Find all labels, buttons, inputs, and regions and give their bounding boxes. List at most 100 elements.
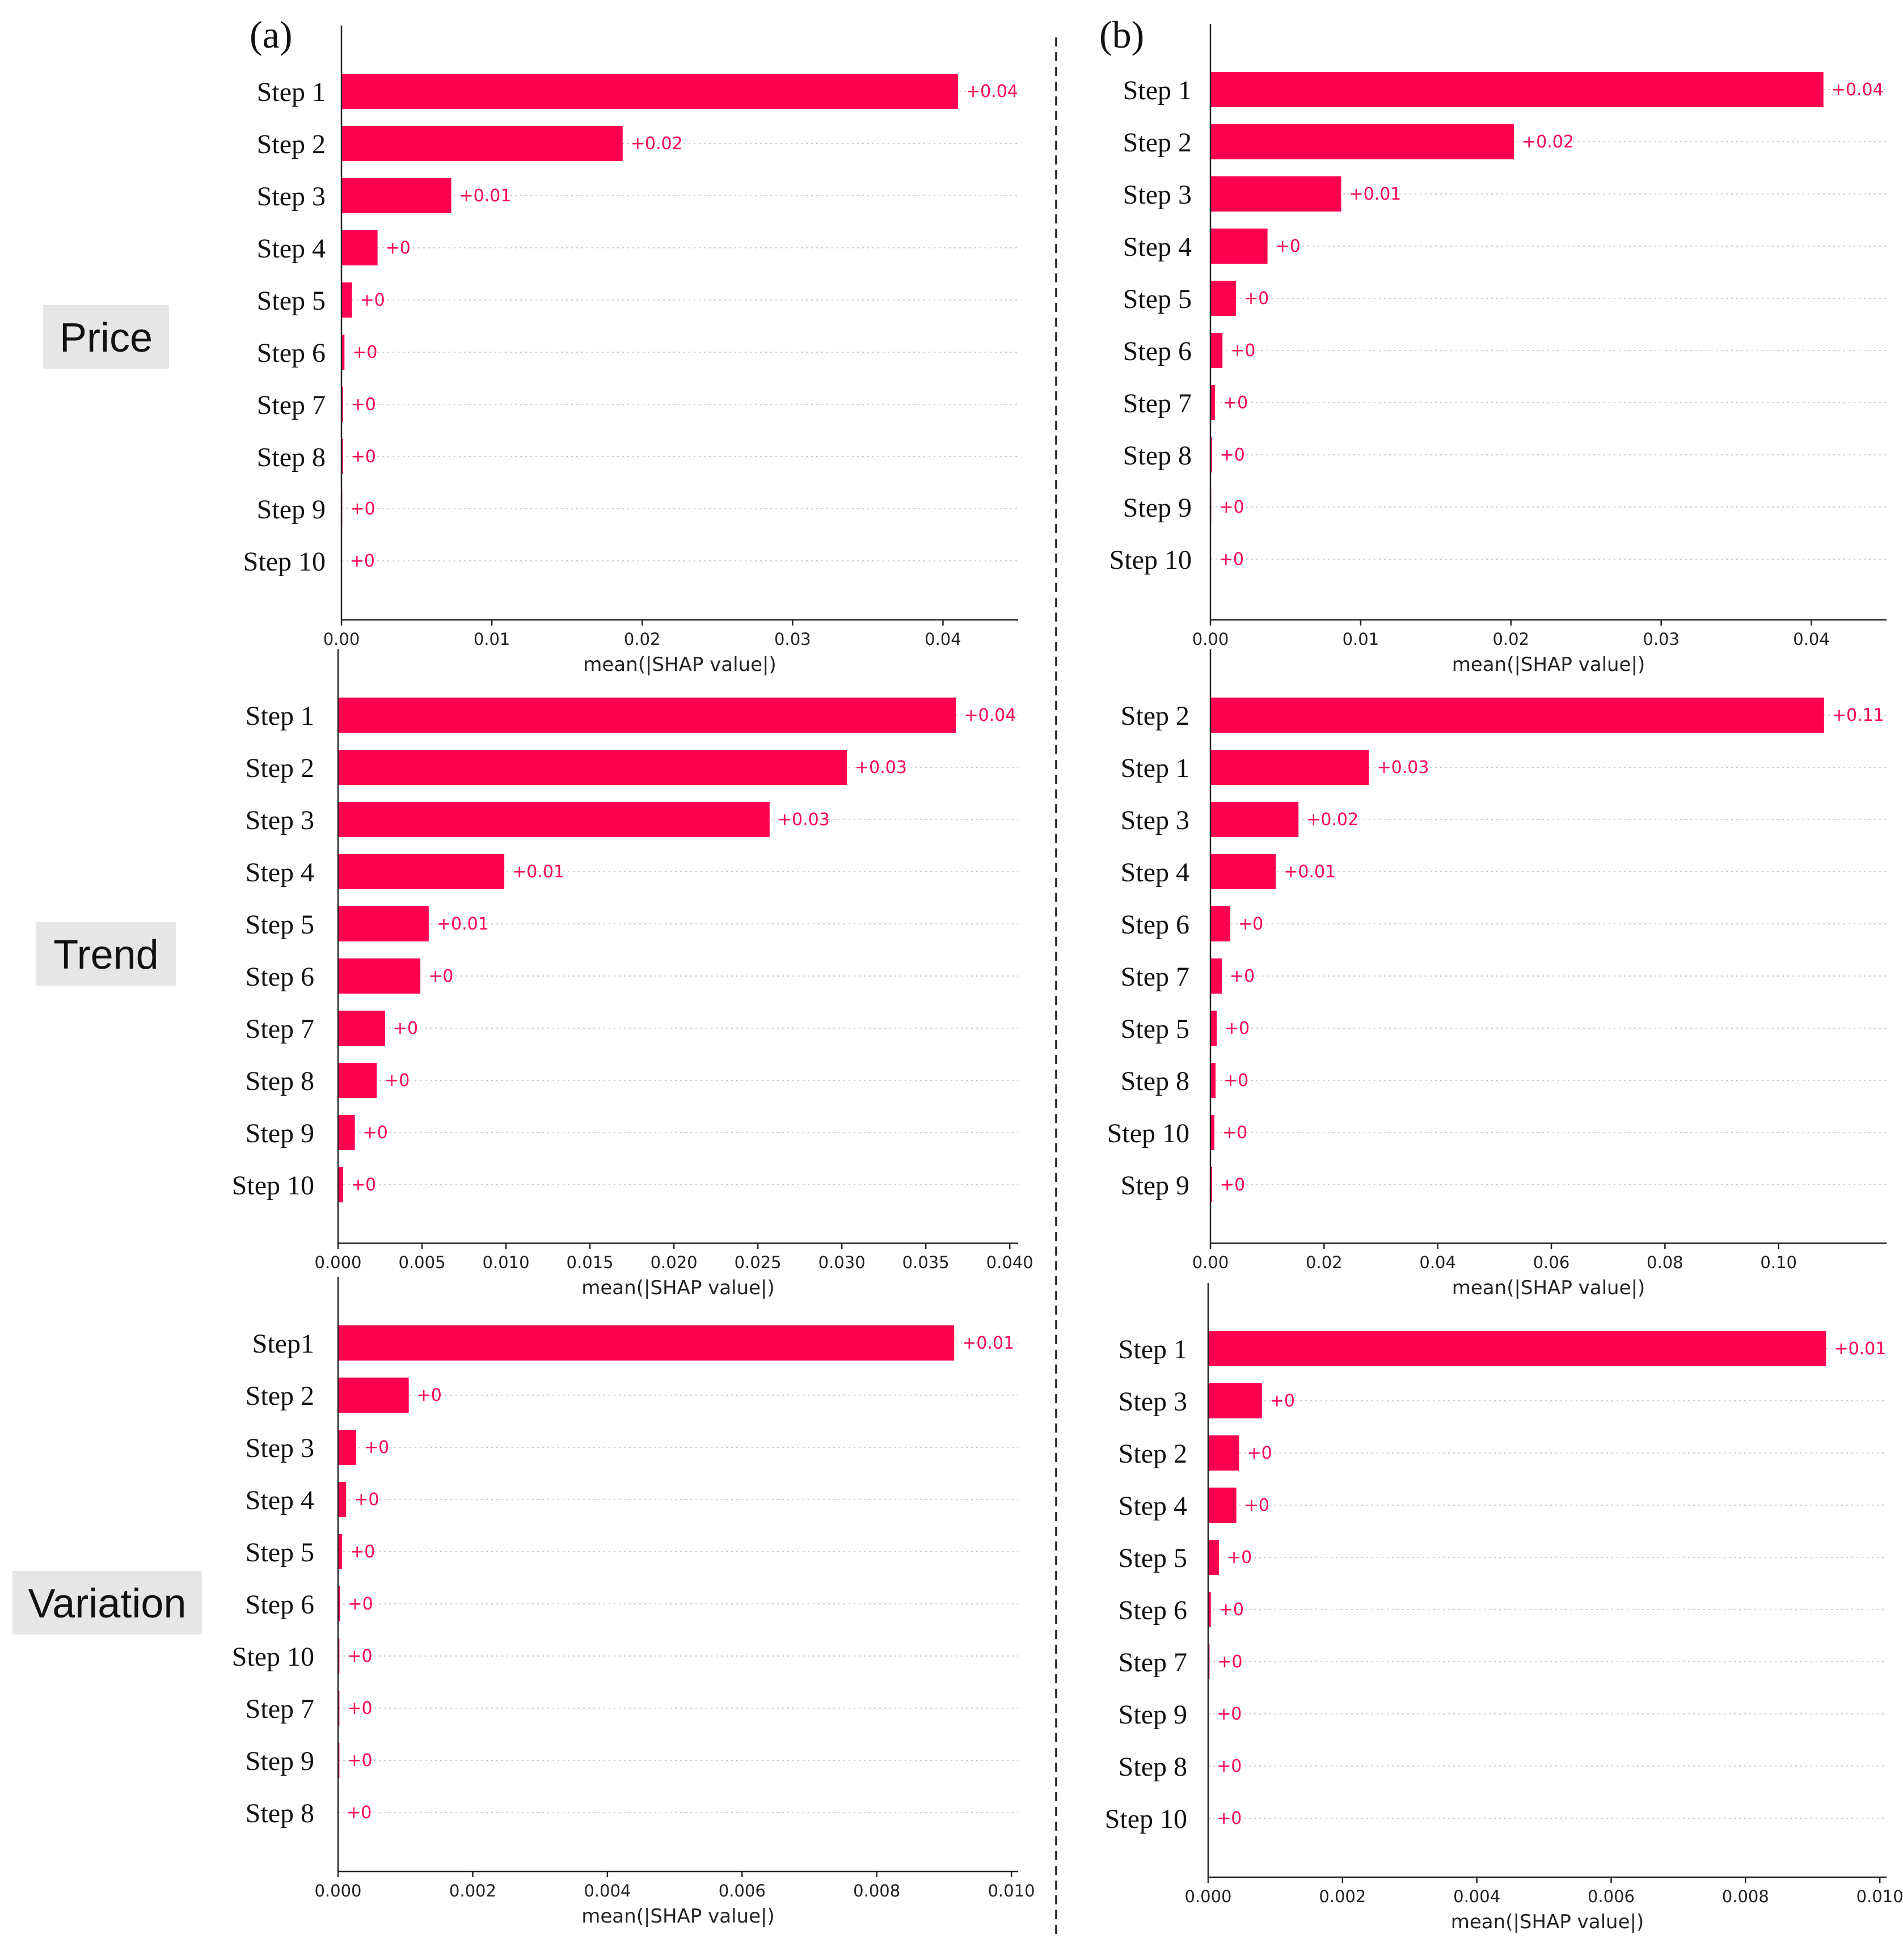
- category-label: Step 1: [246, 701, 314, 731]
- category-label: Step 5: [1121, 1014, 1189, 1044]
- value-label: +0: [1222, 1123, 1247, 1143]
- x-axis-title: mean(|SHAP value|): [1451, 1911, 1644, 1933]
- value-label: +0: [347, 1699, 372, 1718]
- bar: [1210, 1063, 1216, 1098]
- category-label: Step 1: [1121, 753, 1189, 783]
- bar: [1208, 1540, 1219, 1575]
- bar: [1210, 854, 1276, 889]
- category-label: Step 7: [1123, 388, 1192, 419]
- x-tick-label: 0.005: [399, 1253, 446, 1272]
- value-label: +0.02: [631, 134, 683, 154]
- x-tick-label: 0.002: [449, 1881, 496, 1900]
- bar: [1210, 1167, 1213, 1202]
- value-label: +0: [360, 290, 385, 310]
- category-label: Step 8: [257, 442, 326, 472]
- category-label: Step 6: [246, 962, 314, 992]
- value-label: +0: [385, 1071, 410, 1091]
- category-label: Step 3: [246, 1433, 314, 1463]
- x-tick-label: 0.01: [1343, 630, 1379, 649]
- value-label: +0.01: [512, 862, 564, 882]
- bar: [338, 750, 847, 785]
- category-label: Step 5: [246, 910, 314, 940]
- panel-label-a: (a): [250, 13, 292, 56]
- value-label: +0: [1217, 1756, 1242, 1776]
- x-tick-label: 0.000: [1184, 1887, 1231, 1906]
- value-label: +0: [364, 1438, 389, 1458]
- category-label: Step 3: [257, 181, 326, 212]
- bar: [1210, 333, 1223, 368]
- row-label-trend: Trend: [36, 922, 176, 986]
- value-label: +0.04: [1832, 80, 1884, 100]
- value-label: +0.01: [1349, 184, 1401, 204]
- value-label: +0: [428, 966, 453, 986]
- value-label: +0: [350, 551, 375, 571]
- value-label: +0.03: [1377, 758, 1429, 778]
- x-tick-label: 0.04: [925, 630, 961, 649]
- x-tick-label: 0.01: [474, 630, 510, 649]
- row-label-box: [12, 1571, 202, 1634]
- bar: [338, 1063, 377, 1098]
- category-label: Step 9: [1121, 1171, 1189, 1201]
- value-label: +0: [347, 1803, 372, 1823]
- bar: [1210, 124, 1514, 159]
- bar: [341, 439, 343, 474]
- chart-price-b: +0.04 Step 1 +0.02 Step 2 +0.01 Step 3 +0 Step …: [1109, 24, 1887, 676]
- value-label: +0.01: [459, 186, 512, 206]
- chart-price-a: +0.04 Step 1 +0.02 Step 2 +0.01 Step 3 +0 Step …: [243, 26, 1018, 676]
- category-label: Step 4: [246, 858, 314, 888]
- category-label: Step 5: [246, 1537, 314, 1568]
- bar: [338, 1534, 343, 1569]
- x-axis-title: mean(|SHAP value|): [1452, 1277, 1645, 1299]
- value-label: +0.01: [1284, 862, 1336, 882]
- category-label: Step 5: [257, 286, 326, 316]
- bar: [338, 1011, 385, 1046]
- value-label: +0: [350, 499, 375, 519]
- value-label: +0.01: [437, 914, 489, 934]
- value-label: +0: [1219, 1600, 1244, 1620]
- category-label: Step 9: [246, 1746, 314, 1776]
- x-tick-label: 0.04: [1793, 630, 1830, 649]
- chart-variation-b: +0.01 Step 1 +0 Step 3 +0 Step 2 +0 Step 4 +0 Ste…: [1105, 1283, 1903, 1933]
- category-label: Step 8: [1123, 441, 1192, 471]
- bar: [1208, 1488, 1237, 1523]
- bar: [1210, 229, 1268, 264]
- x-tick-label: 0.10: [1760, 1253, 1797, 1272]
- chart-trend-b: +0.11 Step 2 +0.03 Step 1 +0.02 Step 3 +0.01 St…: [1107, 649, 1887, 1299]
- bar: [338, 906, 429, 941]
- value-label: +0: [1217, 1652, 1242, 1672]
- category-label: Step 7: [1121, 962, 1189, 992]
- category-label: Step 1: [1123, 75, 1192, 105]
- value-label: +0.02: [1306, 810, 1358, 830]
- value-label: +0: [1276, 236, 1301, 256]
- bar: [1210, 176, 1341, 212]
- category-label: Step 10: [232, 1171, 314, 1201]
- category-label: Step 2: [246, 1381, 314, 1411]
- x-tick-label: 0.025: [735, 1253, 782, 1272]
- value-label: +0: [1217, 1704, 1242, 1724]
- category-label: Step 3: [246, 805, 314, 835]
- x-tick-label: 0.000: [314, 1253, 361, 1272]
- value-label: +0: [1270, 1391, 1295, 1411]
- value-label: +0: [351, 395, 376, 415]
- x-tick-label: 0.02: [1492, 630, 1529, 649]
- value-label: +0: [1227, 1548, 1252, 1568]
- x-tick-label: 0.00: [1192, 630, 1229, 649]
- category-label: Step 9: [246, 1118, 314, 1148]
- x-axis-title: mean(|SHAP value|): [1452, 653, 1645, 676]
- category-label: Step 4: [246, 1485, 314, 1515]
- category-label: Step 7: [246, 1694, 314, 1724]
- value-label: +0: [348, 1594, 373, 1614]
- bar: [338, 1167, 343, 1202]
- category-label: Step 4: [1119, 1491, 1187, 1521]
- row-label-text: Price: [60, 315, 153, 361]
- category-label: Step 5: [1119, 1543, 1187, 1573]
- bar: [1210, 437, 1212, 472]
- chart-panels: +0.04 Step 1 +0.02 Step 2 +0.01 Step 3 +0 Step …: [232, 24, 1903, 1933]
- category-label: Step 2: [257, 129, 326, 159]
- category-label: Step 10: [1105, 1804, 1187, 1834]
- category-label: Step 8: [1121, 1066, 1189, 1096]
- x-tick-label: 0.03: [774, 630, 811, 649]
- bar: [338, 958, 421, 994]
- category-label: Step 5: [1123, 284, 1192, 314]
